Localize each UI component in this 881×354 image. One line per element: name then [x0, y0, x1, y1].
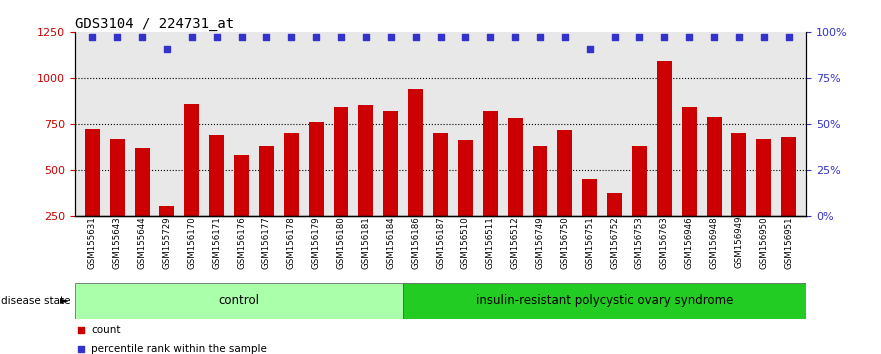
Text: GDS3104 / 224731_at: GDS3104 / 224731_at	[75, 17, 234, 31]
Bar	[657, 61, 672, 262]
Point	[682, 35, 696, 40]
Bar	[558, 130, 573, 262]
Bar	[707, 116, 722, 262]
Text: GSM156184: GSM156184	[386, 216, 396, 269]
Bar	[458, 141, 473, 262]
Point	[159, 46, 174, 52]
Bar	[85, 130, 100, 262]
Bar	[757, 139, 771, 262]
Point	[85, 35, 100, 40]
Bar	[408, 89, 423, 262]
Point	[110, 35, 124, 40]
Bar	[433, 133, 448, 262]
Point	[185, 35, 199, 40]
Text: GSM156179: GSM156179	[312, 216, 321, 269]
Bar	[507, 118, 522, 262]
Point	[757, 35, 771, 40]
Bar	[359, 105, 374, 262]
Point	[259, 35, 273, 40]
Text: GSM156751: GSM156751	[585, 216, 594, 269]
Text: GSM156512: GSM156512	[511, 216, 520, 269]
Text: GSM156752: GSM156752	[611, 216, 619, 269]
Text: GSM156176: GSM156176	[237, 216, 246, 269]
Point	[633, 35, 647, 40]
Text: GSM156171: GSM156171	[212, 216, 221, 269]
Text: GSM155631: GSM155631	[88, 216, 97, 269]
Bar	[582, 179, 597, 262]
Text: GSM156510: GSM156510	[461, 216, 470, 269]
Text: GSM156749: GSM156749	[536, 216, 544, 269]
Text: GSM156186: GSM156186	[411, 216, 420, 269]
Point	[707, 35, 722, 40]
Point	[210, 35, 224, 40]
Point	[483, 35, 497, 40]
Text: GSM156753: GSM156753	[635, 216, 644, 269]
Bar	[383, 111, 398, 262]
Text: ►: ►	[60, 296, 69, 306]
Point	[433, 35, 448, 40]
Text: percentile rank within the sample: percentile rank within the sample	[91, 344, 267, 354]
Text: count: count	[91, 325, 121, 335]
Point	[135, 35, 149, 40]
Text: GSM156763: GSM156763	[660, 216, 669, 269]
Bar	[781, 137, 796, 262]
Bar	[731, 133, 746, 262]
Point	[234, 35, 248, 40]
Point	[508, 35, 522, 40]
Bar	[682, 107, 697, 262]
Point	[582, 46, 596, 52]
Text: GSM155729: GSM155729	[162, 216, 172, 269]
Bar	[234, 155, 249, 262]
Text: GSM156511: GSM156511	[485, 216, 495, 269]
Text: disease state: disease state	[1, 296, 70, 306]
Bar	[334, 107, 349, 262]
Text: GSM155644: GSM155644	[137, 216, 146, 269]
Text: control: control	[218, 295, 260, 307]
Bar	[607, 193, 622, 262]
Text: GSM156187: GSM156187	[436, 216, 445, 269]
Point	[384, 35, 398, 40]
Point	[657, 35, 671, 40]
Bar	[403, 283, 806, 319]
Text: GSM156170: GSM156170	[188, 216, 196, 269]
Text: GSM156177: GSM156177	[262, 216, 270, 269]
Bar	[259, 146, 274, 262]
Point	[309, 35, 323, 40]
Text: GSM156950: GSM156950	[759, 216, 768, 269]
Point	[533, 35, 547, 40]
Point	[558, 35, 572, 40]
Text: GSM156949: GSM156949	[735, 216, 744, 268]
Text: GSM156951: GSM156951	[784, 216, 793, 269]
Text: GSM155643: GSM155643	[113, 216, 122, 269]
Bar	[110, 139, 124, 262]
Point	[732, 35, 746, 40]
Bar	[532, 146, 547, 262]
Bar	[308, 122, 323, 262]
Text: GSM156750: GSM156750	[560, 216, 569, 269]
Point	[334, 35, 348, 40]
Text: GSM156180: GSM156180	[337, 216, 345, 269]
Text: insulin-resistant polycystic ovary syndrome: insulin-resistant polycystic ovary syndr…	[476, 295, 733, 307]
Text: GSM156948: GSM156948	[709, 216, 719, 269]
Bar	[209, 135, 224, 262]
Point	[74, 327, 88, 333]
Point	[74, 346, 88, 352]
Point	[359, 35, 373, 40]
Bar	[632, 146, 647, 262]
Point	[608, 35, 622, 40]
Bar	[284, 133, 299, 262]
Bar	[184, 104, 199, 262]
Point	[285, 35, 299, 40]
Bar	[135, 148, 150, 262]
Text: GSM156181: GSM156181	[361, 216, 370, 269]
Point	[781, 35, 796, 40]
Point	[458, 35, 472, 40]
Text: GSM156178: GSM156178	[287, 216, 296, 269]
Point	[409, 35, 423, 40]
Bar	[483, 111, 498, 262]
Text: GSM156946: GSM156946	[685, 216, 693, 269]
Bar	[75, 283, 403, 319]
Bar	[159, 206, 174, 262]
